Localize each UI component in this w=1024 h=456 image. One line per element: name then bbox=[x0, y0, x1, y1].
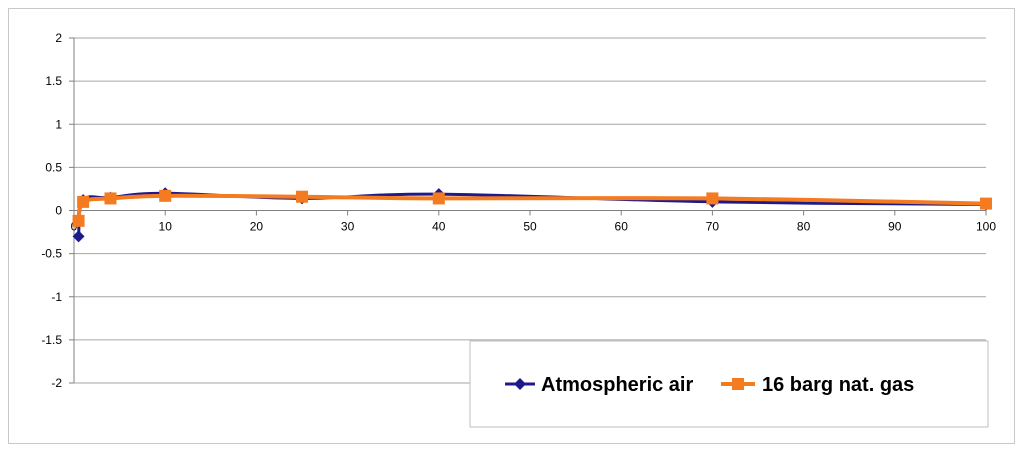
x-tick-label: 40 bbox=[432, 220, 446, 234]
y-tick-label: 1 bbox=[55, 117, 62, 131]
data-point-nat-gas bbox=[706, 192, 719, 205]
x-tick-label: 90 bbox=[888, 220, 902, 234]
y-tick-label: 0.5 bbox=[45, 160, 62, 174]
legend-marker-nat-gas bbox=[732, 378, 744, 390]
x-tick-label: 10 bbox=[159, 220, 173, 234]
y-tick-label: -1 bbox=[51, 290, 62, 304]
line-chart: 21.510.50-0.5-1-1.5-20102030405060708090… bbox=[41, 31, 996, 428]
grid-lines bbox=[74, 37, 986, 384]
chart-frame: 21.510.50-0.5-1-1.5-20102030405060708090… bbox=[8, 8, 1015, 444]
y-tick-label: 1.5 bbox=[45, 74, 62, 88]
series-group bbox=[72, 187, 992, 243]
legend: Atmospheric air 16 barg nat. gas bbox=[469, 340, 989, 428]
x-tick-label: 30 bbox=[341, 220, 355, 234]
x-tick-label: 100 bbox=[976, 220, 996, 234]
data-point-nat-gas bbox=[296, 190, 308, 203]
legend-label-atmospheric-air: Atmospheric air bbox=[541, 374, 693, 396]
data-point-nat-gas bbox=[77, 195, 90, 208]
x-tick-label: 50 bbox=[523, 220, 537, 234]
series-line-nat-gas bbox=[76, 193, 987, 222]
data-point-nat-gas bbox=[72, 214, 85, 227]
legend-label-nat-gas: 16 barg nat. gas bbox=[762, 374, 914, 396]
y-tick-label: -0.5 bbox=[41, 247, 62, 261]
y-tick-label: -1.5 bbox=[41, 333, 62, 347]
y-tick-label: 0 bbox=[55, 204, 62, 218]
x-tick-label: 70 bbox=[706, 220, 720, 234]
axes bbox=[69, 37, 987, 384]
y-tick-label: -2 bbox=[51, 376, 62, 390]
x-tick-label: 80 bbox=[797, 220, 811, 234]
x-tick-label: 60 bbox=[615, 220, 629, 234]
y-tick-label: 2 bbox=[55, 31, 62, 45]
data-point-nat-gas bbox=[104, 192, 117, 205]
data-point-nat-gas bbox=[159, 189, 172, 202]
data-point-nat-gas bbox=[432, 192, 445, 205]
x-tick-label: 20 bbox=[250, 220, 264, 234]
legend-marker-atmospheric-air bbox=[514, 378, 526, 390]
data-point-nat-gas bbox=[980, 197, 992, 210]
tick-labels: 21.510.50-0.5-1-1.5-20102030405060708090… bbox=[41, 31, 996, 390]
data-point-atmospheric-air bbox=[72, 230, 85, 243]
